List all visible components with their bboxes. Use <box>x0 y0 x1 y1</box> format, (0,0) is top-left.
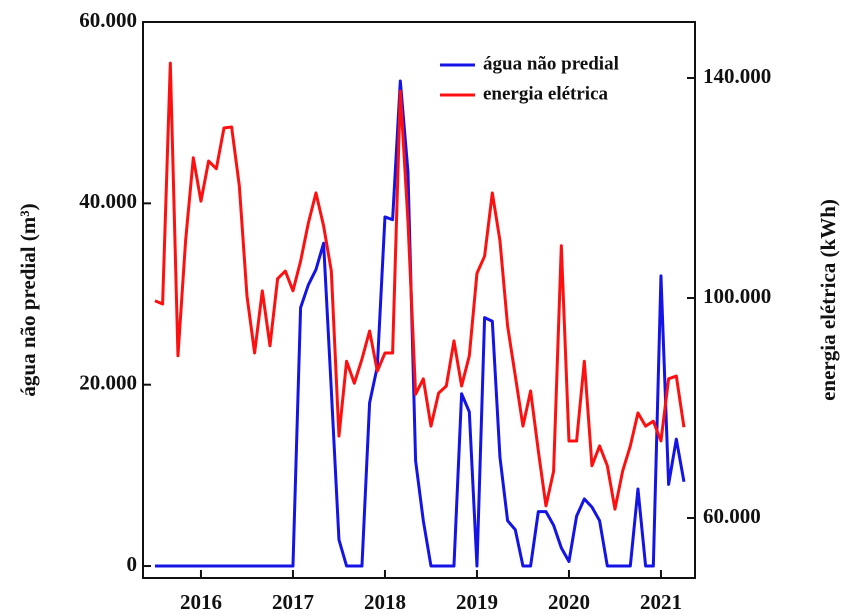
y-tick-label: 60.000 <box>79 8 137 32</box>
series-line <box>154 79 686 568</box>
y2-tick-label: 60.000 <box>703 504 761 528</box>
legend-label: água não predial <box>483 53 619 74</box>
y2-tick-label: 100.000 <box>703 284 771 308</box>
series-line <box>154 61 686 511</box>
y-tick-label: 20.000 <box>79 371 137 395</box>
x-tick-label: 2017 <box>272 590 314 614</box>
y-axis-title: água não predial (m³) <box>16 203 40 396</box>
x-tick-label: 2016 <box>180 590 222 614</box>
y-tick-label: 40.000 <box>79 189 137 213</box>
x-tick-label: 2019 <box>456 590 498 614</box>
x-tick-label: 2021 <box>640 590 682 614</box>
x-tick-label: 2018 <box>364 590 406 614</box>
plot-frame <box>142 21 696 579</box>
y2-axis-title: energia elétrica (kWh) <box>816 199 840 401</box>
y2-tick-label: 140.000 <box>703 64 771 88</box>
legend-label: energia elétrica <box>483 83 609 104</box>
x-tick-label: 2020 <box>548 590 590 614</box>
y-tick-label: 0 <box>127 552 138 576</box>
